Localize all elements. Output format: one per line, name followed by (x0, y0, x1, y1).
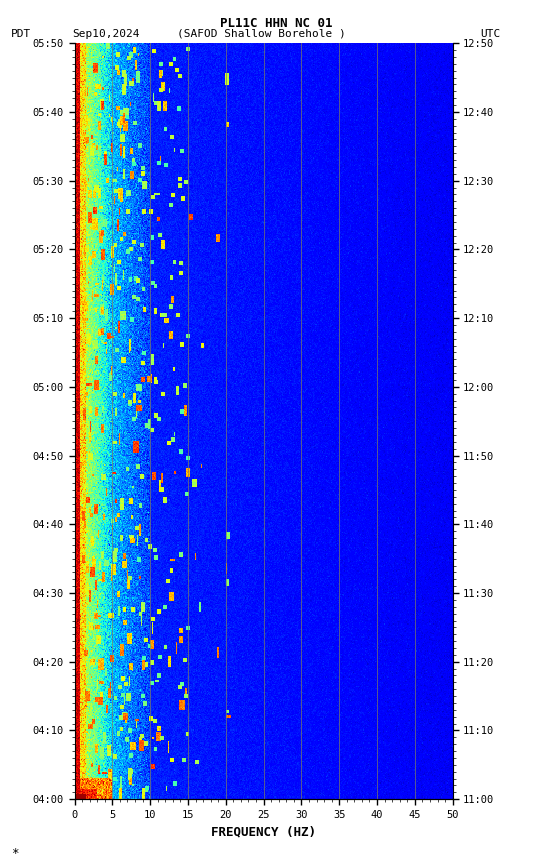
Text: PL11C HHN NC 01: PL11C HHN NC 01 (220, 17, 332, 30)
Text: *: * (11, 847, 19, 860)
Text: (SAFOD Shallow Borehole ): (SAFOD Shallow Borehole ) (177, 29, 346, 39)
Text: PDT: PDT (11, 29, 31, 39)
Text: Sep10,2024: Sep10,2024 (72, 29, 139, 39)
Text: UTC: UTC (480, 29, 501, 39)
X-axis label: FREQUENCY (HZ): FREQUENCY (HZ) (211, 825, 316, 838)
